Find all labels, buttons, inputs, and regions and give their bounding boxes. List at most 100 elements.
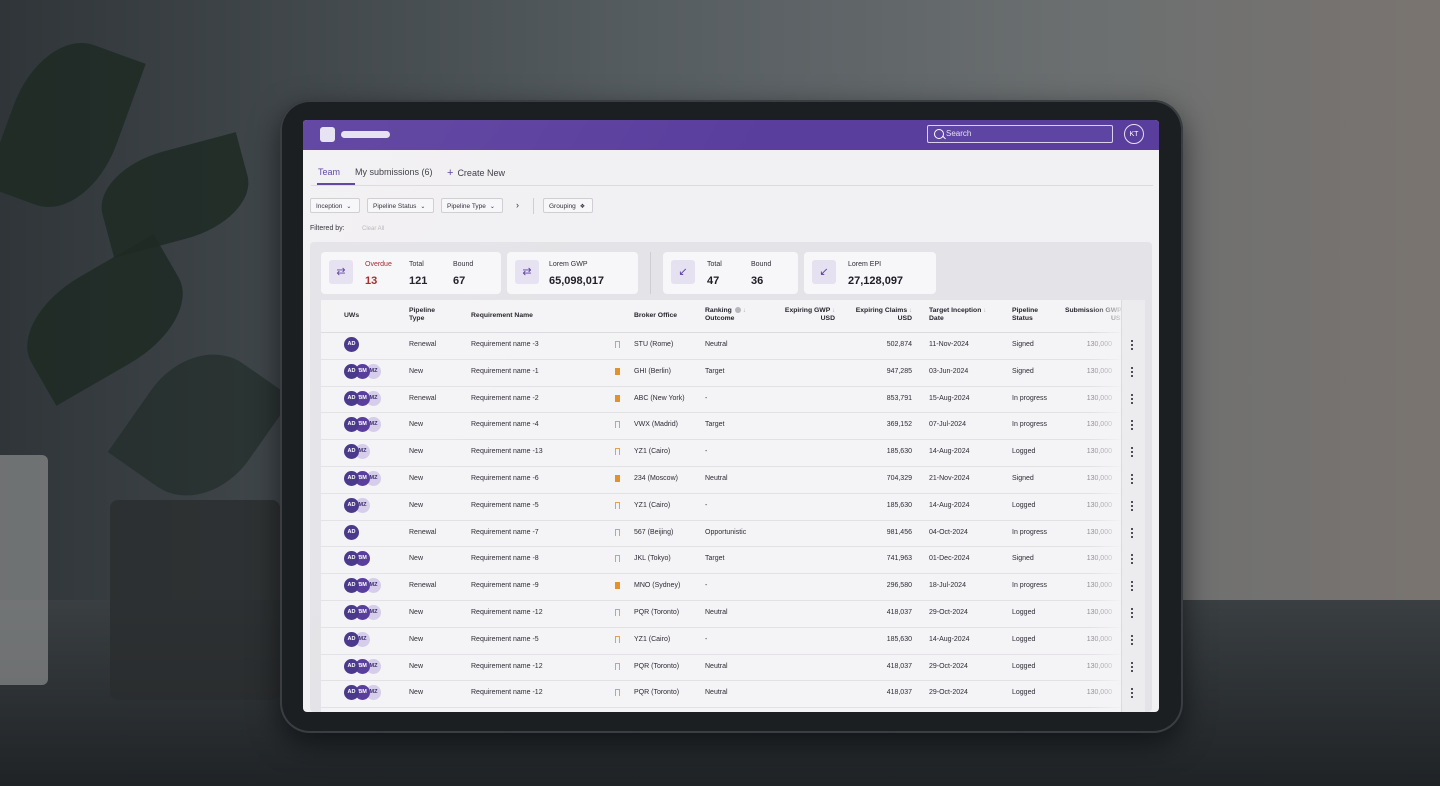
col-expiring-gwp[interactable]: Expiring GWP ↓ USD bbox=[784, 307, 835, 322]
more-vertical-icon[interactable] bbox=[1131, 634, 1134, 647]
more-vertical-icon[interactable] bbox=[1131, 366, 1134, 379]
bookmark-icon[interactable] bbox=[615, 662, 620, 670]
uw-avatar[interactable]: MZ bbox=[366, 605, 381, 620]
col-pipeline-type[interactable]: Pipeline Type bbox=[409, 307, 436, 322]
user-avatar[interactable]: KT bbox=[1124, 124, 1144, 144]
requirement-name[interactable]: Requirement name -12 bbox=[471, 662, 543, 670]
bookmark-icon[interactable] bbox=[615, 635, 620, 643]
table-row[interactable]: AD MZ New Requirement name -13 YZ1 (Cairo) - 1… bbox=[321, 439, 1144, 467]
uw-avatar[interactable]: AD bbox=[344, 390, 359, 406]
table-row[interactable]: AD BM MZ New Requirement name -6 234 (Moscow)… bbox=[321, 466, 1144, 494]
requirement-name[interactable]: Requirement name -12 bbox=[471, 689, 543, 697]
more-filters-button[interactable]: › bbox=[516, 200, 519, 210]
table-row[interactable]: AD BM MZ Renewal Requirement name -2 ABC (New… bbox=[321, 386, 1144, 414]
requirement-name[interactable]: Requirement name -7 bbox=[471, 528, 539, 536]
uw-avatar[interactable]: MZ bbox=[366, 363, 381, 379]
col-pipeline-status[interactable]: Pipeline Status bbox=[1012, 307, 1039, 322]
uw-avatar[interactable]: AD bbox=[344, 444, 359, 460]
requirement-name[interactable]: Requirement name -9 bbox=[471, 582, 539, 590]
col-target-inception[interactable]: Target Inception ↓ Date bbox=[929, 307, 987, 322]
requirement-name[interactable]: Requirement name -6 bbox=[471, 475, 539, 482]
uw-avatar[interactable]: MZ bbox=[355, 444, 370, 460]
table-row[interactable]: AD BM MZ New Requirement name -12 PQR (Toront… bbox=[321, 600, 1144, 628]
more-vertical-icon[interactable] bbox=[1131, 688, 1134, 700]
filter-pipeline-type[interactable]: Pipeline Type ⌄ bbox=[441, 198, 503, 213]
filter-pipeline-status[interactable]: Pipeline Status ⌄ bbox=[367, 198, 434, 213]
uw-avatar[interactable]: AD bbox=[344, 497, 359, 513]
uw-avatar[interactable]: AD bbox=[344, 524, 359, 540]
uw-avatar[interactable]: BM bbox=[355, 551, 370, 567]
uw-avatar[interactable]: AD bbox=[344, 471, 359, 486]
uw-avatar[interactable]: BM bbox=[355, 363, 370, 379]
bookmark-icon[interactable] bbox=[615, 528, 620, 536]
col-requirement-name[interactable]: Requirement Name bbox=[471, 312, 533, 319]
bookmark-icon[interactable] bbox=[615, 475, 620, 482]
bookmark-icon[interactable] bbox=[615, 609, 620, 616]
uw-avatar[interactable]: MZ bbox=[366, 471, 381, 486]
bookmark-icon[interactable] bbox=[615, 341, 620, 348]
uw-avatar[interactable]: BM bbox=[355, 417, 370, 433]
table-row[interactable]: AD Renewal Requirement name -3 STU (Rome) Ne… bbox=[321, 332, 1144, 360]
more-vertical-icon[interactable] bbox=[1131, 581, 1134, 593]
grouping-button[interactable]: Grouping ❖ bbox=[543, 198, 593, 213]
col-uws[interactable]: UWs bbox=[344, 312, 360, 319]
uw-avatar[interactable]: AD bbox=[344, 685, 359, 701]
requirement-name[interactable]: Requirement name -8 bbox=[471, 555, 539, 563]
uw-avatar[interactable]: AD bbox=[344, 551, 359, 567]
table-row[interactable]: AD BM MZ New Requirement name -12 PQR (Toront… bbox=[321, 654, 1144, 682]
more-vertical-icon[interactable] bbox=[1131, 661, 1134, 674]
requirement-name[interactable]: Requirement name -2 bbox=[471, 394, 539, 402]
table-row[interactable]: AD MZ New Requirement name -5 YZ1 (Cairo) - 18… bbox=[321, 627, 1144, 655]
bookmark-icon[interactable] bbox=[615, 421, 620, 429]
uw-avatar[interactable]: BM bbox=[355, 658, 370, 674]
requirement-name[interactable]: Requirement name -3 bbox=[471, 341, 539, 348]
bookmark-icon[interactable] bbox=[615, 394, 620, 402]
table-row[interactable]: AD BM MZ New Requirement name -1 GHI (Berlin)… bbox=[321, 359, 1144, 387]
requirement-name[interactable]: Requirement name -5 bbox=[471, 635, 539, 643]
uw-avatar[interactable]: AD bbox=[344, 605, 359, 620]
tab-create-new[interactable]: + Create New bbox=[447, 167, 505, 179]
uw-avatar[interactable]: MZ bbox=[366, 658, 381, 674]
table-row[interactable]: AD MZ New Requirement name -5 YZ1 (Cairo) - 18… bbox=[321, 493, 1144, 521]
col-ranking-outcome[interactable]: Ranking ↓ Outcome bbox=[705, 307, 746, 322]
col-submission-gwp[interactable]: Submission GWP USD bbox=[1065, 307, 1126, 322]
uw-avatar[interactable]: MZ bbox=[366, 685, 381, 701]
tab-team[interactable]: Team bbox=[318, 167, 341, 177]
more-vertical-icon[interactable] bbox=[1131, 420, 1134, 432]
uw-avatar[interactable]: AD bbox=[344, 337, 359, 352]
uw-avatar[interactable]: MZ bbox=[355, 497, 370, 513]
bookmark-icon[interactable] bbox=[615, 448, 620, 456]
more-vertical-icon[interactable] bbox=[1131, 340, 1134, 352]
more-vertical-icon[interactable] bbox=[1131, 447, 1134, 459]
uw-avatar[interactable]: AD bbox=[344, 363, 359, 379]
filter-inception[interactable]: Inception ⌄ bbox=[310, 198, 360, 213]
uw-avatar[interactable]: MZ bbox=[366, 390, 381, 406]
more-vertical-icon[interactable] bbox=[1131, 608, 1134, 620]
col-expiring-claims[interactable]: Expiring Claims ↓ USD bbox=[855, 307, 912, 322]
more-vertical-icon[interactable] bbox=[1131, 500, 1134, 513]
uw-avatar[interactable]: BM bbox=[355, 471, 370, 486]
uw-avatar[interactable]: BM bbox=[355, 685, 370, 701]
table-row[interactable]: AD Renewal Requirement name -7 567 (Beijing… bbox=[321, 520, 1144, 548]
bookmark-icon[interactable] bbox=[615, 367, 620, 375]
clear-all-button[interactable]: Clear All bbox=[362, 226, 385, 232]
table-row[interactable]: AD BM MZ New Requirement name -4 VWX (Madrid)… bbox=[321, 412, 1144, 441]
uw-avatar[interactable]: BM bbox=[355, 390, 370, 406]
requirement-name[interactable]: Requirement name -13 bbox=[471, 448, 543, 456]
more-vertical-icon[interactable] bbox=[1131, 474, 1134, 486]
uw-avatar[interactable]: MZ bbox=[366, 417, 381, 433]
requirement-name[interactable]: Requirement name -5 bbox=[471, 501, 539, 509]
uw-avatar[interactable]: AD bbox=[344, 658, 359, 674]
bookmark-icon[interactable] bbox=[615, 501, 620, 509]
table-row[interactable]: AD BM MZ Renewal Requirement name -9 MNO (Syd… bbox=[321, 573, 1144, 601]
more-vertical-icon[interactable] bbox=[1131, 554, 1134, 566]
bookmark-icon[interactable] bbox=[615, 689, 620, 697]
tab-my-submissions[interactable]: My submissions (6) bbox=[355, 167, 433, 177]
table-row[interactable]: AD BM MZ New Requirement name -12 PQR (Toront… bbox=[321, 680, 1144, 709]
uw-avatar[interactable]: BM bbox=[355, 578, 370, 594]
more-vertical-icon[interactable] bbox=[1131, 527, 1134, 540]
requirement-name[interactable]: Requirement name -1 bbox=[471, 367, 539, 375]
uw-avatar[interactable]: AD bbox=[344, 578, 359, 594]
uw-avatar[interactable]: AD bbox=[344, 417, 359, 433]
search-input[interactable]: Search bbox=[927, 125, 1113, 143]
